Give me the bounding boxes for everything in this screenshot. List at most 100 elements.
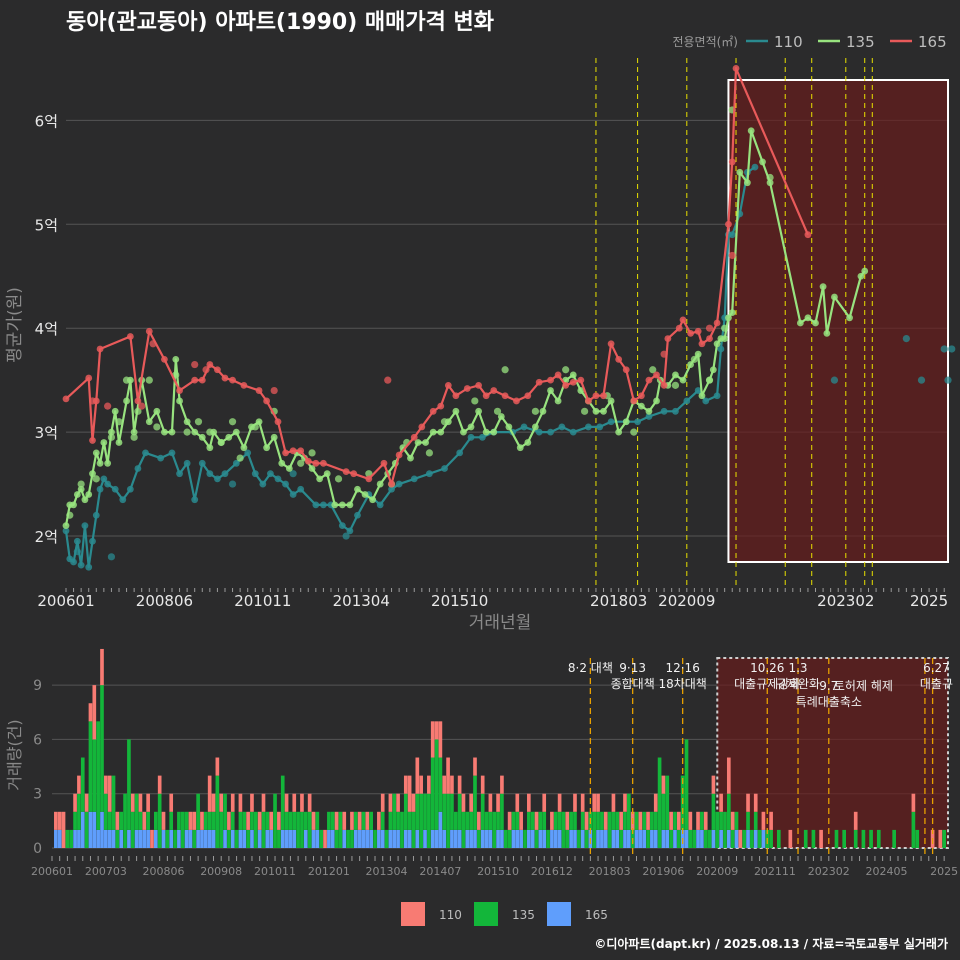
point-165-73 [804, 231, 812, 239]
point-165-33 [418, 423, 426, 431]
bar-165-15 [111, 829, 116, 848]
bar-135-162 [676, 829, 681, 848]
point-135-73 [547, 387, 554, 394]
point-165-57 [630, 397, 638, 405]
bar-135-10 [92, 739, 97, 812]
point-135-109 [812, 319, 819, 327]
bar-165-184 [761, 829, 766, 848]
bottom-x-tick-13: 202111 [754, 865, 796, 878]
point-165-29 [380, 459, 388, 467]
bar-110-13 [104, 775, 108, 794]
scatter-165-2 [138, 402, 146, 410]
bar-135-103 [450, 793, 454, 830]
bar-165-40 [207, 829, 212, 848]
point-135-15 [123, 397, 130, 405]
bottom-x-tick-8: 201510 [477, 865, 519, 878]
bar-165-32 [177, 829, 181, 848]
bottom-x-tick-4: 201011 [254, 865, 296, 878]
bar-135-200 [915, 829, 920, 848]
bar-135-87 [388, 811, 393, 830]
bottom-x-tick-12: 202009 [696, 865, 738, 878]
bar-110-36 [192, 811, 197, 830]
point-135-9 [96, 459, 104, 467]
point-135-34 [248, 423, 255, 431]
bar-135-160 [669, 829, 673, 848]
bar-165-81 [365, 829, 370, 848]
bar-135-31 [173, 829, 177, 848]
bar-110-10 [92, 685, 97, 740]
point-110-65 [672, 407, 679, 415]
bar-110-41 [211, 793, 216, 812]
bar-165-141 [596, 829, 600, 848]
bottom-x-tick-1: 200703 [85, 865, 127, 878]
bar-110-123 [527, 793, 531, 812]
bar-110-73 [334, 811, 339, 830]
bar-110-194 [853, 811, 858, 830]
scatter-135-35 [649, 366, 657, 374]
bar-135-106 [461, 811, 466, 848]
point-135-37 [270, 433, 278, 441]
point-110-35 [312, 501, 320, 509]
bar-165-124 [530, 829, 535, 848]
bar-110-62 [292, 793, 297, 812]
point-110-73 [728, 231, 736, 239]
bar-110-12 [100, 648, 104, 686]
bar-165-24 [146, 829, 150, 848]
chart-title: 동아(관교동아) 아파트(1990) 매매가격 변화 [66, 10, 494, 35]
bar-110-30 [169, 793, 174, 812]
point-135-112 [831, 293, 838, 301]
scatter-135-19 [297, 459, 305, 467]
bar-135-136 [577, 829, 581, 848]
bar-110-16 [115, 811, 120, 830]
bar-165-72 [330, 829, 335, 848]
policy-annotation-4-1: 규제완화 [776, 677, 820, 691]
bar-110-43 [219, 793, 224, 812]
point-135-11 [104, 459, 112, 467]
bar-135-3 [65, 829, 70, 848]
point-135-19 [145, 418, 153, 426]
bar-165-180 [746, 829, 750, 848]
point-135-108 [804, 314, 812, 322]
bar-135-116 [500, 793, 504, 830]
bar-165-98 [430, 829, 435, 848]
bar-110-129 [550, 811, 554, 830]
bar-165-146 [615, 829, 620, 848]
bottom-x-tick-7: 201407 [419, 865, 461, 878]
top-x-tick-5: 201803 [590, 592, 647, 610]
point-165-16 [240, 381, 248, 389]
bar-110-8 [84, 793, 89, 812]
bar-135-102 [446, 793, 450, 848]
bar-110-162 [676, 811, 681, 830]
bar-165-87 [388, 829, 393, 848]
point-110-14 [126, 485, 134, 493]
bar-135-153 [642, 811, 647, 830]
point-110-12 [111, 485, 119, 493]
point-135-8 [92, 449, 100, 457]
point-135-21 [161, 428, 168, 436]
bar-135-8 [84, 811, 89, 848]
bar-165-7 [80, 811, 85, 848]
bar-135-100 [438, 757, 443, 812]
point-135-44 [323, 470, 331, 478]
bar-165-137 [580, 829, 585, 848]
bar-135-135 [573, 811, 577, 830]
bar-110-167 [696, 811, 700, 830]
bar-165-92 [407, 829, 412, 848]
bar-165-44 [223, 829, 227, 848]
bar-110-145 [611, 793, 616, 812]
bar-165-61 [288, 829, 293, 848]
bar-135-197 [876, 829, 881, 848]
bar-165-164 [684, 829, 689, 848]
scatter-135-27 [471, 397, 479, 405]
point-110-29 [259, 480, 267, 488]
bar-165-89 [396, 829, 400, 848]
bar-110-188 [788, 829, 793, 848]
point-135-90 [672, 371, 679, 379]
bar-110-101 [442, 775, 447, 794]
top-y-tick-0: 2억 [35, 528, 58, 546]
scatter-135-15 [228, 418, 237, 426]
bar-135-126 [538, 811, 543, 830]
bar-110-178 [738, 829, 743, 848]
point-165-17 [255, 387, 263, 394]
point-165-22 [297, 447, 305, 455]
